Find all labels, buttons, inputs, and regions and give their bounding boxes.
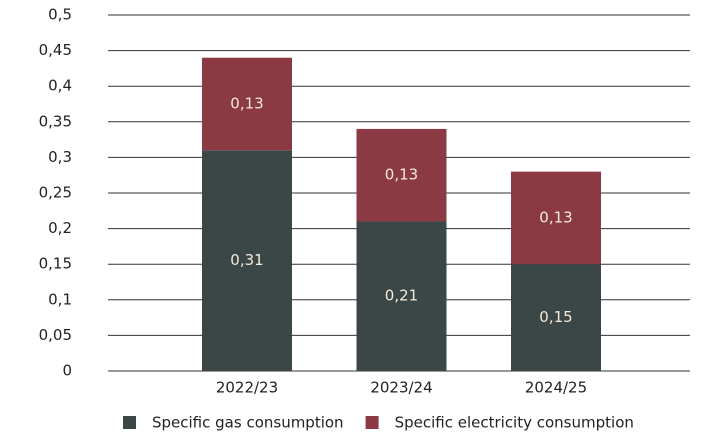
legend-label: Specific gas consumption [152,414,344,432]
y-tick-label: 0,25 [39,184,72,202]
x-tick-label: 2023/24 [370,379,432,397]
value-label: 0,31 [230,251,263,269]
legend-swatch [123,416,136,429]
y-tick-label: 0,2 [48,219,72,237]
bar-segment [511,171,601,265]
y-tick-label: 0,1 [48,290,72,308]
bar-segment [511,264,601,371]
y-tick-label: 0,45 [39,41,72,59]
y-tick-label: 0,05 [39,326,72,344]
value-label: 0,13 [230,95,263,113]
value-label: 0,15 [539,308,572,326]
value-label: 0,13 [539,208,572,226]
bar-segment [356,128,447,222]
bar-segment [202,150,292,371]
y-tick-label: 0,3 [48,148,72,166]
y-tick-label: 0 [62,362,72,380]
x-tick-label: 2024/25 [525,379,587,397]
y-tick-label: 0,5 [48,6,72,24]
y-tick-label: 0,15 [39,255,72,273]
x-tick-label: 2022/23 [216,379,278,397]
value-label: 0,13 [385,166,418,184]
bar-segment [202,57,292,151]
bar-segment [356,221,447,371]
y-tick-label: 0,35 [39,112,72,130]
value-label: 0,21 [385,287,418,305]
legend-label: Specific electricity consumption [395,414,634,432]
y-tick-label: 0,4 [48,77,72,95]
legend-swatch [365,416,379,429]
